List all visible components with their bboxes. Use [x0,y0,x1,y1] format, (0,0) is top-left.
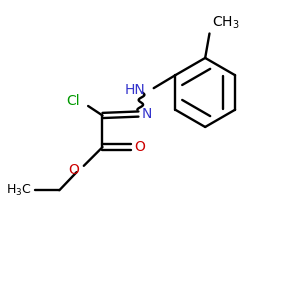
Text: HN: HN [124,82,145,97]
Text: CH$_3$: CH$_3$ [212,15,239,31]
Text: O: O [69,163,80,177]
Text: H$_3$C: H$_3$C [7,183,32,198]
Text: Cl: Cl [66,94,80,108]
Text: O: O [135,140,146,154]
Text: N: N [141,107,152,121]
